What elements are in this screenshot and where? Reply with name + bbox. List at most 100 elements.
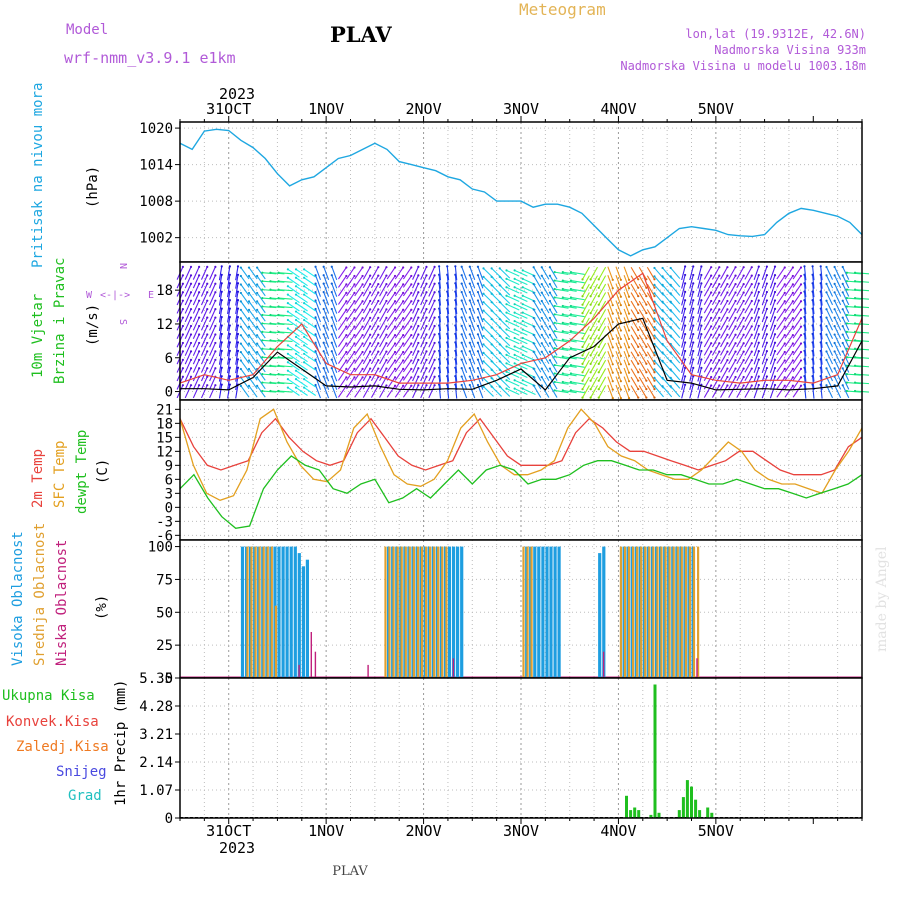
wind-vector-head xyxy=(692,282,695,285)
wind-vector-head xyxy=(669,275,672,278)
wind-vector-head xyxy=(433,358,436,361)
wind-vector-head xyxy=(417,316,420,319)
wind-vector xyxy=(428,351,436,365)
y-tick-label: 0 xyxy=(165,671,173,687)
wind-vector-head xyxy=(505,277,508,280)
wind-vector xyxy=(792,343,802,356)
wind-vector-head xyxy=(482,301,485,304)
wind-vector-head xyxy=(228,366,231,369)
wind-vector xyxy=(506,345,520,353)
wind-vector xyxy=(654,385,664,398)
wind-vector xyxy=(240,309,250,322)
wind-vector xyxy=(638,368,647,381)
wind-vector xyxy=(646,359,655,373)
wind-vector xyxy=(315,283,322,297)
wind-vector-head xyxy=(684,383,687,386)
wind-vector-head xyxy=(825,274,828,277)
wind-vector xyxy=(469,300,476,314)
wind-vector xyxy=(615,300,622,314)
wind-vector xyxy=(256,284,266,297)
wind-vector xyxy=(446,283,450,298)
wind-vector-head xyxy=(410,325,413,328)
model-name: wrf-nmm_v3.9.1 e1km xyxy=(64,49,236,67)
wind-vector-head xyxy=(402,376,405,379)
wind-vector xyxy=(598,351,607,365)
wind-vector xyxy=(681,274,686,289)
wind-vector xyxy=(681,291,686,306)
wind-vector xyxy=(623,342,630,357)
wind-vector-head xyxy=(228,332,231,336)
wind-vector xyxy=(514,371,528,379)
wind-vector xyxy=(379,300,387,314)
wind-vector xyxy=(506,354,520,362)
wind-vector-head xyxy=(589,337,592,340)
wind-vector-head xyxy=(269,271,272,274)
y-tick-label: 1020 xyxy=(139,121,173,137)
wind-vector-head xyxy=(540,274,543,277)
wind-vector xyxy=(623,384,630,399)
wind-vector xyxy=(582,334,590,348)
wind-vector xyxy=(541,292,550,305)
wind-vector xyxy=(499,301,511,313)
wind-vector xyxy=(784,343,794,356)
wind-vector-head xyxy=(684,290,687,293)
legend-graupel: Grad xyxy=(68,788,102,804)
wind-vector xyxy=(235,359,239,374)
wind-vector-head xyxy=(833,282,836,285)
wind-vector xyxy=(554,305,569,309)
pressure-label: Pritisak na nivou mora xyxy=(30,83,46,268)
temp-sfc-line xyxy=(179,408,863,502)
wind-vector xyxy=(681,342,686,357)
wind-vector-head xyxy=(198,350,201,353)
wind-vector xyxy=(590,300,598,314)
wind-vector xyxy=(703,351,712,365)
wind-vector xyxy=(590,275,598,289)
wind-vector-head xyxy=(825,291,828,294)
wind-vector xyxy=(454,333,458,348)
wind-vector xyxy=(218,308,223,323)
wind-vector-head xyxy=(684,316,687,319)
wind-vector-head xyxy=(611,388,614,391)
wind-vector xyxy=(598,359,607,373)
wind-vector xyxy=(784,267,794,280)
wind-vector xyxy=(590,292,598,305)
cloud-mid-bar xyxy=(530,546,533,678)
wind-vector-head xyxy=(425,274,428,277)
cloud-low-bar xyxy=(298,664,300,678)
wind-vector-head xyxy=(783,291,786,294)
wind-vector-head xyxy=(322,341,325,344)
wind-vector-head xyxy=(513,336,516,340)
wind-vector xyxy=(386,385,396,398)
wind-vector xyxy=(703,334,712,348)
wind-vector xyxy=(446,359,450,374)
wind-vector-head xyxy=(561,296,564,299)
wind-vector-head xyxy=(353,283,356,286)
wind-vector xyxy=(256,317,266,330)
y-tick-label: -6 xyxy=(156,528,173,544)
cloud-high-bar xyxy=(553,546,557,678)
day-label-bottom: 31OCT xyxy=(206,822,251,840)
wind-vector xyxy=(323,308,330,323)
wind-vector-head xyxy=(468,282,471,285)
wind-vector xyxy=(846,272,861,275)
wind-vector xyxy=(753,325,760,340)
wind-vector-head xyxy=(476,341,480,344)
wind-vector xyxy=(630,343,639,356)
wind-vector-head xyxy=(627,371,631,374)
wind-vector-head xyxy=(393,325,397,328)
wind-vector-head xyxy=(330,274,333,277)
wind-vector xyxy=(469,266,476,281)
wind-vector xyxy=(256,377,266,390)
wind-vector-head xyxy=(460,324,463,327)
wind-vector xyxy=(287,328,300,337)
wind-vector-head xyxy=(569,304,573,308)
wind-vector xyxy=(303,277,316,287)
wind-vector-head xyxy=(540,283,543,286)
wind-vector xyxy=(549,326,558,339)
wind-vector-head xyxy=(433,341,436,345)
wind-vector xyxy=(200,334,208,348)
wind-vector xyxy=(402,360,412,373)
wind-vector-head xyxy=(425,375,428,378)
wind-vector xyxy=(769,274,776,289)
wind-vector-head xyxy=(181,308,184,311)
